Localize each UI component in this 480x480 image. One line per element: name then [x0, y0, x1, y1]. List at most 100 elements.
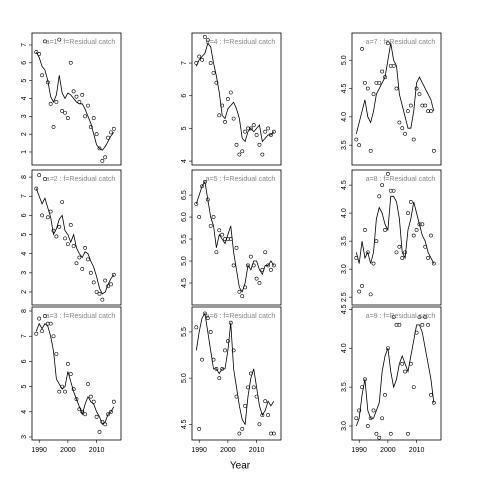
data-point	[380, 69, 385, 74]
data-point	[231, 348, 236, 353]
data-point	[88, 394, 93, 399]
data-point	[400, 361, 405, 366]
data-point	[426, 109, 430, 114]
y-tick-label: 3.5	[341, 236, 348, 246]
data-point	[234, 245, 239, 250]
data-point	[111, 126, 116, 131]
data-point	[223, 348, 227, 353]
data-point	[200, 357, 204, 362]
y-tick-label: 1	[21, 150, 28, 154]
x-tick-label: 2000	[220, 447, 236, 454]
data-point	[403, 369, 408, 374]
data-point	[37, 173, 42, 178]
data-point	[408, 103, 413, 108]
data-point	[246, 126, 250, 131]
data-point	[208, 61, 213, 65]
data-point	[100, 158, 105, 163]
data-point	[263, 250, 268, 255]
trend-line	[195, 312, 275, 426]
data-point	[74, 94, 79, 99]
data-point	[257, 422, 262, 427]
data-point	[43, 39, 47, 44]
data-point	[377, 80, 382, 85]
data-point	[251, 385, 256, 390]
data-point	[400, 256, 405, 260]
data-point	[217, 228, 222, 233]
data-point	[65, 362, 70, 366]
data-point	[400, 126, 405, 131]
y-tick-label: 7	[21, 43, 28, 47]
y-tick-label: 7	[21, 334, 28, 338]
data-point	[211, 70, 216, 75]
data-point	[403, 131, 408, 136]
data-point	[63, 236, 67, 241]
data-point	[417, 92, 422, 97]
data-point	[63, 389, 67, 394]
data-point	[80, 267, 85, 271]
data-point	[211, 215, 216, 219]
y-tick-label: 3	[21, 114, 28, 118]
data-point	[103, 155, 108, 160]
x-tick-label: 2000	[380, 447, 396, 454]
data-point	[54, 100, 59, 104]
x-tick-label: 2010	[89, 447, 105, 454]
data-point	[34, 186, 39, 191]
data-point	[205, 316, 210, 320]
data-point	[197, 215, 202, 219]
panel-frame	[351, 169, 442, 306]
data-point	[426, 322, 430, 327]
data-point	[94, 132, 99, 137]
y-tick-label: 4	[21, 96, 28, 100]
y-tick-label: 5.0	[181, 373, 188, 383]
y-tick-label: 4.5	[341, 304, 348, 314]
data-point	[363, 80, 367, 85]
data-point	[194, 325, 199, 330]
data-point	[45, 215, 50, 220]
data-point	[43, 177, 47, 181]
panel-title: a=3 : f=Residual catch	[46, 313, 116, 320]
data-point	[65, 242, 70, 247]
x-tick-label: 1990	[191, 447, 207, 454]
data-point	[391, 315, 396, 320]
data-point	[205, 38, 210, 43]
panel-title: a=9 : f=Residual catch	[366, 313, 436, 320]
data-point	[109, 130, 113, 135]
data-point	[417, 315, 422, 320]
x-tick-label: 1990	[351, 447, 367, 454]
data-point	[380, 416, 385, 421]
data-point	[237, 289, 242, 294]
data-point	[208, 223, 213, 228]
data-point	[243, 129, 248, 134]
data-point	[234, 142, 239, 147]
data-point	[237, 431, 242, 436]
data-point	[225, 97, 230, 101]
data-point	[74, 397, 79, 402]
data-point	[228, 90, 233, 95]
data-point	[423, 315, 428, 320]
data-point	[91, 116, 96, 120]
data-point	[217, 376, 222, 381]
data-point	[383, 392, 387, 397]
data-point	[411, 137, 416, 142]
data-point	[394, 250, 399, 255]
data-point	[34, 50, 39, 54]
data-point	[429, 392, 433, 397]
data-point	[109, 409, 113, 414]
data-point	[57, 37, 62, 42]
data-point	[43, 314, 47, 318]
data-point	[371, 408, 376, 413]
trend-line	[355, 324, 435, 427]
data-point	[397, 322, 402, 327]
data-point	[406, 211, 410, 216]
data-point	[388, 431, 393, 436]
data-point	[354, 416, 359, 421]
data-point	[368, 292, 373, 297]
data-point	[45, 321, 50, 326]
y-tick-label: 4.0	[341, 112, 348, 122]
data-point	[391, 188, 396, 193]
data-point	[374, 431, 379, 436]
data-point	[397, 120, 402, 125]
data-point	[271, 263, 276, 268]
data-point	[225, 339, 230, 344]
y-tick-label: 5	[21, 232, 28, 236]
